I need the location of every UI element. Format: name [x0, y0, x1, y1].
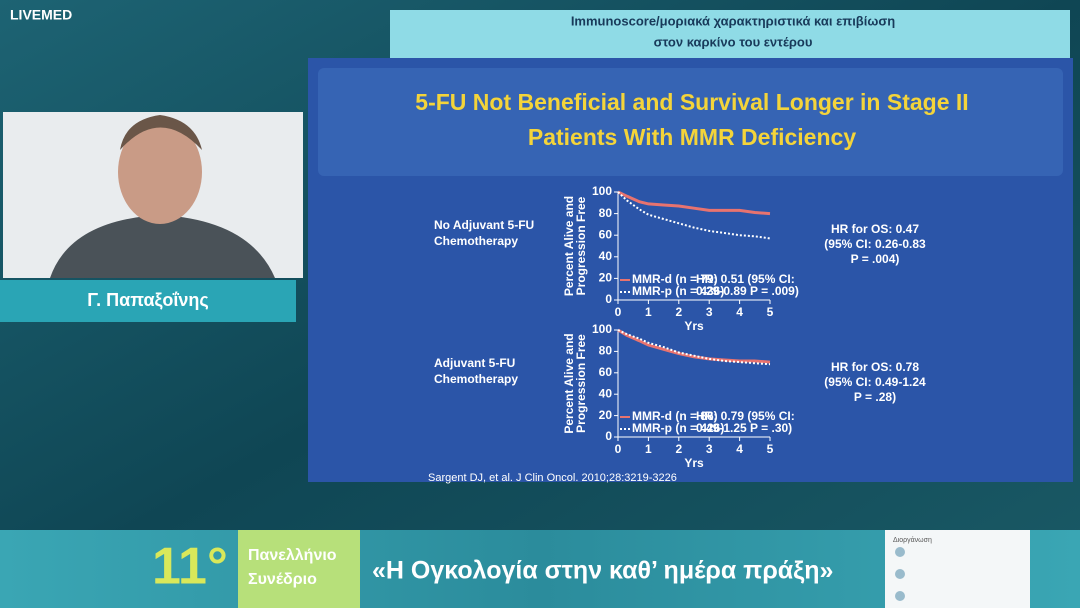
os-result: (95% CI: 0.49-1.24 — [824, 375, 926, 389]
y-axis-label: Progression Free — [574, 334, 588, 433]
x-tick-label: 1 — [645, 305, 652, 319]
x-tick-label: 1 — [645, 442, 652, 456]
group-label: Chemotherapy — [434, 234, 518, 248]
x-tick-label: 3 — [706, 305, 713, 319]
speaker-name: Γ. Παπαξοΐνης — [87, 290, 208, 311]
y-tick-label: 80 — [599, 206, 613, 220]
subtitle: Συνέδριο — [248, 571, 317, 588]
slide-title: Patients With MMR Deficiency — [528, 124, 856, 150]
y-tick-label: 20 — [599, 408, 613, 422]
group-label: Adjuvant 5-FU — [434, 356, 515, 370]
y-tick-label: 60 — [599, 227, 613, 241]
os-result: HR for OS: 0.47 — [831, 222, 919, 236]
topic-banner — [390, 10, 1070, 58]
y-tick-label: 20 — [599, 271, 613, 285]
x-tick-label: 0 — [615, 305, 622, 319]
sponsors-panel — [885, 530, 1030, 608]
y-tick-label: 100 — [592, 184, 612, 198]
speaker-body — [50, 215, 275, 278]
y-axis-label: Percent Alive and — [562, 196, 576, 296]
legend-label: MMR-d (n = 79) — [632, 272, 718, 286]
sponsors-label: Διοργάνωση — [893, 536, 932, 544]
edition: 11° — [152, 538, 228, 596]
y-tick-label: 80 — [599, 344, 613, 358]
annotation: 0.29-0.89 P = .009) — [696, 284, 799, 298]
legend-label: MMR-p (n = 426) — [632, 421, 724, 435]
group-label: No Adjuvant 5-FU — [434, 218, 534, 232]
speaker-head — [118, 120, 202, 224]
topic-line: Immunoscore/μοριακά χαρακτηριστικά και ε… — [571, 13, 895, 28]
annotation: HR: 0.79 (95% CI: — [696, 409, 795, 423]
slide-title: 5-FU Not Beneficial and Survival Longer … — [415, 89, 968, 115]
x-tick-label: 2 — [675, 442, 682, 456]
y-tick-label: 60 — [599, 365, 613, 379]
x-tick-label: 4 — [736, 442, 743, 456]
y-tick-label: 100 — [592, 322, 612, 336]
topic-line: στον καρκίνο του εντέρου — [654, 34, 813, 49]
x-tick-label: 3 — [706, 442, 713, 456]
logo — [895, 569, 905, 579]
y-axis-label: Progression Free — [574, 196, 588, 295]
x-axis-label: Yrs — [684, 456, 704, 470]
survival-curve — [617, 328, 771, 364]
legend-label: MMR-p (n = 436) — [632, 284, 724, 298]
subtitle: Πανελλήνιο — [248, 547, 337, 564]
name-bar — [0, 280, 296, 322]
x-tick-label: 4 — [736, 305, 743, 319]
x-tick-label: 2 — [675, 305, 682, 319]
survival-curve — [617, 190, 771, 216]
x-tick-label: 5 — [767, 442, 774, 456]
survival-curve — [617, 191, 771, 240]
logo — [895, 591, 905, 601]
y-tick-label: 40 — [599, 386, 613, 400]
y-axis-label: Percent Alive and — [562, 333, 576, 433]
group-label: Chemotherapy — [434, 372, 518, 386]
annotation: HR: 0.51 (95% CI: — [696, 272, 795, 286]
subtitle-box — [238, 530, 360, 608]
y-tick-label: 40 — [599, 249, 613, 263]
os-result: P = .28) — [854, 390, 896, 404]
annotation: 0.49-1.25 P = .30) — [696, 421, 792, 435]
os-result: (95% CI: 0.26-0.83 — [824, 237, 926, 251]
y-tick-label: 0 — [605, 292, 612, 306]
logo — [895, 547, 905, 557]
os-result: P = .004) — [851, 252, 900, 266]
speaker-hair — [120, 115, 202, 150]
x-tick-label: 5 — [767, 305, 774, 319]
brand: LIVEMED — [10, 7, 72, 23]
y-tick-label: 0 — [605, 429, 612, 443]
title-box — [318, 68, 1063, 176]
survival-curve — [617, 329, 771, 366]
x-tick-label: 0 — [615, 442, 622, 456]
os-result: HR for OS: 0.78 — [831, 360, 919, 374]
x-axis-label: Yrs — [684, 319, 704, 333]
legend-label: MMR-d (n = 86) — [632, 409, 718, 423]
motto: «Η Ογκολογία στην καθ’ ημέρα πράξη» — [372, 557, 833, 585]
citation: Sargent DJ, et al. J Clin Oncol. 2010;28… — [428, 472, 677, 484]
